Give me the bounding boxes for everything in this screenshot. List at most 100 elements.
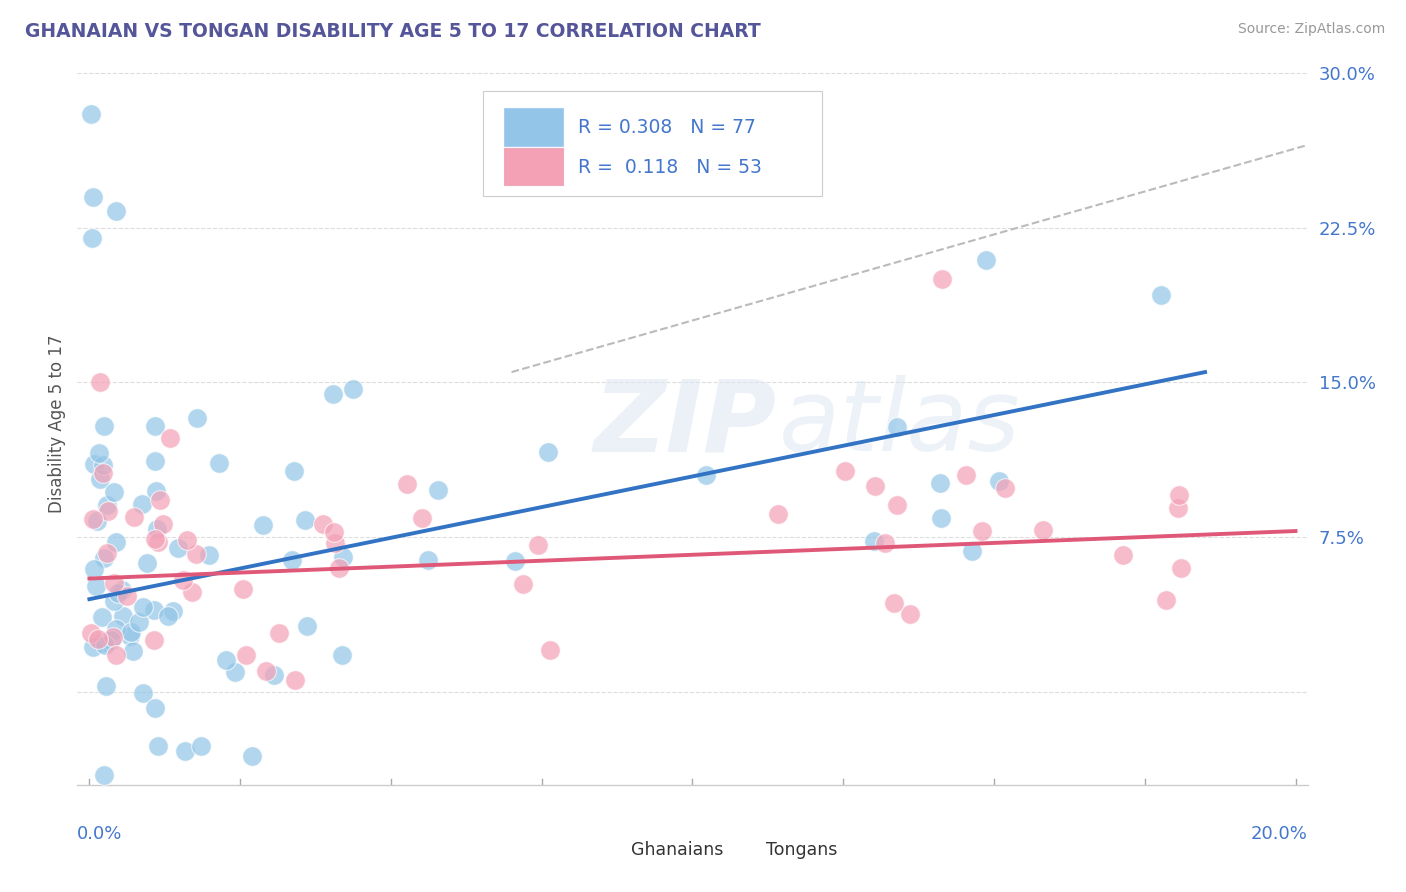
Point: [254, 664, 277, 678]
Point: [167, 541, 190, 555]
Point: [416, 553, 439, 567]
Point: [146, 522, 169, 536]
Point: [955, 468, 977, 483]
Point: [94, 638, 117, 652]
Point: [90, 610, 112, 624]
Point: [411, 511, 433, 525]
Point: [107, 586, 129, 600]
Point: [322, 387, 344, 401]
Point: [80, 107, 103, 121]
Point: [135, 556, 157, 570]
Point: [93, 767, 115, 781]
Point: [91, 466, 114, 480]
Point: [898, 607, 921, 621]
Point: [1168, 488, 1191, 502]
Point: [145, 532, 167, 546]
Point: [82, 512, 104, 526]
Point: [537, 445, 560, 459]
Point: [988, 474, 1011, 488]
Point: [103, 575, 125, 590]
Point: [89, 375, 111, 389]
Point: [80, 626, 103, 640]
Point: [886, 499, 908, 513]
Point: [82, 640, 104, 654]
Point: [886, 420, 908, 434]
Point: [120, 629, 142, 643]
FancyBboxPatch shape: [484, 91, 821, 196]
Point: [198, 548, 221, 562]
Point: [87, 445, 110, 459]
Point: [235, 648, 257, 662]
Point: [115, 589, 138, 603]
Point: [143, 603, 166, 617]
Point: [173, 744, 195, 758]
Text: atlas: atlas: [779, 376, 1021, 472]
Point: [103, 484, 125, 499]
Point: [527, 538, 550, 552]
Text: R = 0.308   N = 77: R = 0.308 N = 77: [578, 118, 756, 137]
Point: [1154, 593, 1177, 607]
Point: [143, 633, 166, 648]
Point: [83, 562, 105, 576]
Text: ZIP: ZIP: [595, 376, 778, 472]
Point: [172, 574, 194, 588]
Point: [96, 546, 118, 560]
Point: [104, 622, 127, 636]
Point: [328, 560, 350, 574]
Point: [875, 536, 897, 550]
Point: [834, 464, 856, 478]
Point: [84, 579, 107, 593]
Point: [93, 419, 115, 434]
Point: [863, 479, 886, 493]
Point: [128, 615, 150, 630]
Point: [323, 524, 346, 539]
Point: [101, 630, 124, 644]
Point: [105, 535, 128, 549]
Point: [122, 510, 145, 524]
Point: [91, 458, 114, 472]
Point: [80, 231, 103, 245]
Point: [538, 643, 561, 657]
Point: [931, 511, 953, 525]
Point: [1112, 548, 1135, 562]
Point: [283, 464, 305, 478]
Y-axis label: Disability Age 5 to 17: Disability Age 5 to 17: [48, 334, 66, 513]
Point: [131, 600, 153, 615]
Point: [112, 608, 135, 623]
Point: [146, 739, 169, 754]
Point: [297, 619, 319, 633]
Point: [96, 499, 118, 513]
Point: [1150, 288, 1173, 302]
Point: [974, 253, 997, 268]
FancyBboxPatch shape: [588, 836, 623, 864]
Point: [323, 536, 346, 550]
Point: [132, 686, 155, 700]
Point: [111, 583, 134, 598]
Point: [89, 472, 111, 486]
Point: [156, 609, 179, 624]
Point: [120, 625, 142, 640]
Point: [994, 481, 1017, 495]
Point: [131, 497, 153, 511]
Point: [82, 189, 104, 203]
Text: Source: ZipAtlas.com: Source: ZipAtlas.com: [1237, 22, 1385, 37]
Point: [145, 483, 167, 498]
Text: 20.0%: 20.0%: [1251, 825, 1308, 843]
Point: [269, 626, 291, 640]
Point: [960, 544, 983, 558]
Point: [240, 749, 263, 764]
Point: [176, 533, 198, 547]
Text: GHANAIAN VS TONGAN DISABILITY AGE 5 TO 17 CORRELATION CHART: GHANAIAN VS TONGAN DISABILITY AGE 5 TO 1…: [25, 22, 761, 41]
Point: [162, 604, 184, 618]
Point: [281, 553, 304, 567]
Point: [330, 648, 353, 663]
Point: [312, 517, 335, 532]
Point: [505, 554, 527, 568]
Point: [970, 524, 993, 538]
Text: Ghanaians: Ghanaians: [631, 841, 723, 859]
Point: [342, 382, 364, 396]
Point: [100, 632, 122, 647]
Point: [83, 458, 105, 472]
Point: [90, 636, 112, 650]
Point: [1170, 561, 1192, 575]
